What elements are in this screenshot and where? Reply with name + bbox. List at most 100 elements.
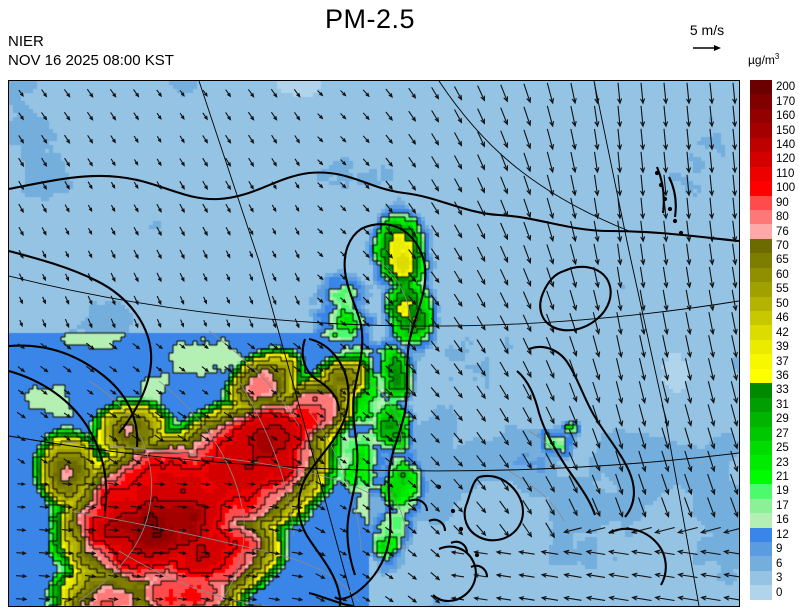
- wind-arrow: [453, 455, 464, 467]
- wind-arrow: [708, 266, 715, 289]
- wind-arrow: [639, 335, 646, 359]
- wind-arrow: [592, 335, 601, 358]
- wind-arrow: [180, 319, 185, 328]
- island-marker: [658, 182, 664, 188]
- wind-arrow: [110, 112, 117, 121]
- wind-arrow: [592, 381, 601, 404]
- wind-arrow: [732, 220, 738, 243]
- colorbar-tick-label: 46: [776, 312, 789, 325]
- wind-arrow: [546, 267, 555, 288]
- wind-arrow: [224, 343, 233, 350]
- wind-arrow: [592, 358, 601, 381]
- wind-arrow: [522, 476, 533, 493]
- colorbar-tick-label: 33: [776, 384, 789, 397]
- wind-arrow: [431, 179, 440, 192]
- wind-arrow: [430, 571, 441, 581]
- wind-arrow: [523, 106, 532, 127]
- wind-arrow: [225, 112, 232, 121]
- colorbar-level: 0: [750, 585, 782, 600]
- wind-arrow: [454, 132, 463, 147]
- wind-arrow: [41, 180, 47, 191]
- wind-arrow: [200, 457, 211, 465]
- wind-arrow: [730, 358, 739, 382]
- colorbar-level: 27: [750, 426, 789, 441]
- colorbar-tick-label: 23: [776, 456, 789, 469]
- wind-arrow: [430, 271, 440, 284]
- province-border: [378, 480, 407, 552]
- wind-arrow: [63, 435, 71, 441]
- wind-arrow: [407, 595, 418, 603]
- wind-arrow: [18, 112, 24, 121]
- wind-arrow: [476, 246, 486, 263]
- colorbar-level: 19: [750, 484, 789, 499]
- wind-arrow: [617, 128, 623, 151]
- wind-arrow: [315, 503, 326, 511]
- pm25-concentration-map[interactable]: [8, 80, 740, 607]
- wind-arrow: [178, 551, 187, 555]
- wind-arrow: [17, 343, 25, 350]
- wind-arrow: [661, 450, 670, 473]
- province-border: [508, 470, 565, 522]
- wind-arrow: [362, 181, 370, 190]
- wind-arrow: [616, 312, 623, 336]
- wind-arrow: [315, 480, 326, 488]
- wind-arrow: [569, 336, 578, 358]
- wind-arrow: [546, 290, 555, 311]
- wind-arrow: [540, 572, 559, 578]
- wind-arrow: [540, 549, 559, 555]
- colorbar-swatch: [750, 311, 772, 326]
- coastline: [343, 228, 364, 576]
- wind-arrow: [499, 431, 509, 446]
- wind-arrow: [200, 411, 211, 419]
- wind-arrow: [662, 335, 669, 359]
- colorbar-tick-label: 36: [776, 369, 789, 382]
- wind-arrow: [500, 199, 509, 218]
- colorbar-tick-label: 27: [776, 427, 789, 440]
- wind-arrow: [155, 597, 164, 601]
- wind-scale-key: 5 m/s: [667, 22, 747, 53]
- wind-arrow: [591, 428, 601, 449]
- wind-arrow: [155, 343, 164, 350]
- wind-arrow: [450, 550, 465, 555]
- wind-arrow: [269, 528, 281, 533]
- wind-arrow: [476, 223, 486, 240]
- wind-arrow: [638, 358, 647, 382]
- wind-arrow: [317, 136, 324, 143]
- wind-arrow: [545, 383, 555, 402]
- wind-arrow: [292, 505, 304, 510]
- wind-arrow: [201, 528, 210, 532]
- wind-arrow: [40, 435, 49, 441]
- wind-arrow: [223, 574, 234, 579]
- wind-arrow: [154, 411, 165, 419]
- wind-arrow: [709, 128, 715, 151]
- wind-arrow: [41, 227, 47, 236]
- wind-arrow: [339, 596, 348, 602]
- graticule-meridian: [593, 81, 700, 606]
- wind-arrow: [339, 389, 347, 395]
- wind-arrow: [385, 88, 393, 99]
- wind-arrow: [16, 411, 26, 419]
- wind-arrow: [133, 204, 139, 213]
- wind-arrow: [709, 197, 715, 220]
- wind-arrow: [639, 289, 646, 312]
- wind-arrow: [223, 434, 234, 442]
- wind-arrow: [522, 291, 532, 310]
- wind-arrow: [248, 318, 254, 329]
- wind-arrow: [87, 204, 93, 213]
- colorbar-tick-label: 170: [776, 95, 796, 108]
- province-border: [208, 330, 300, 427]
- graticule-meridian: [198, 81, 355, 606]
- wind-arrow: [593, 266, 600, 289]
- wind-arrow: [663, 151, 669, 174]
- wind-arrow: [384, 596, 394, 603]
- wind-arrow: [722, 549, 739, 555]
- wind-arrow: [568, 382, 578, 403]
- wind-arrow: [247, 89, 255, 98]
- wind-arrow: [40, 482, 50, 487]
- wind-arrow: [454, 201, 463, 216]
- wind-arrow: [500, 176, 509, 195]
- colorbar-level: 150: [750, 123, 795, 138]
- colorbar-unit-exponent: 3: [774, 52, 780, 61]
- island-marker: [662, 196, 668, 202]
- wind-arrow: [568, 405, 578, 426]
